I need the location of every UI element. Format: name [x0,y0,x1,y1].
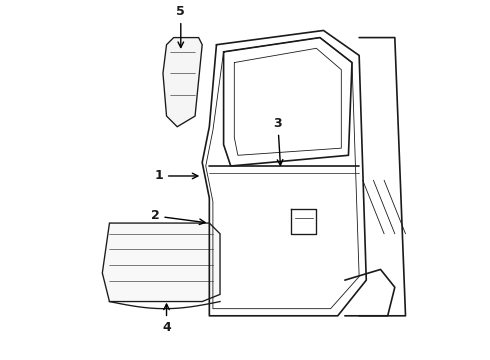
Text: 3: 3 [273,117,283,165]
Polygon shape [102,223,220,302]
Text: 5: 5 [176,5,185,48]
Text: 4: 4 [162,304,171,334]
Text: 2: 2 [150,210,205,225]
Text: 1: 1 [154,170,198,183]
Polygon shape [163,37,202,127]
